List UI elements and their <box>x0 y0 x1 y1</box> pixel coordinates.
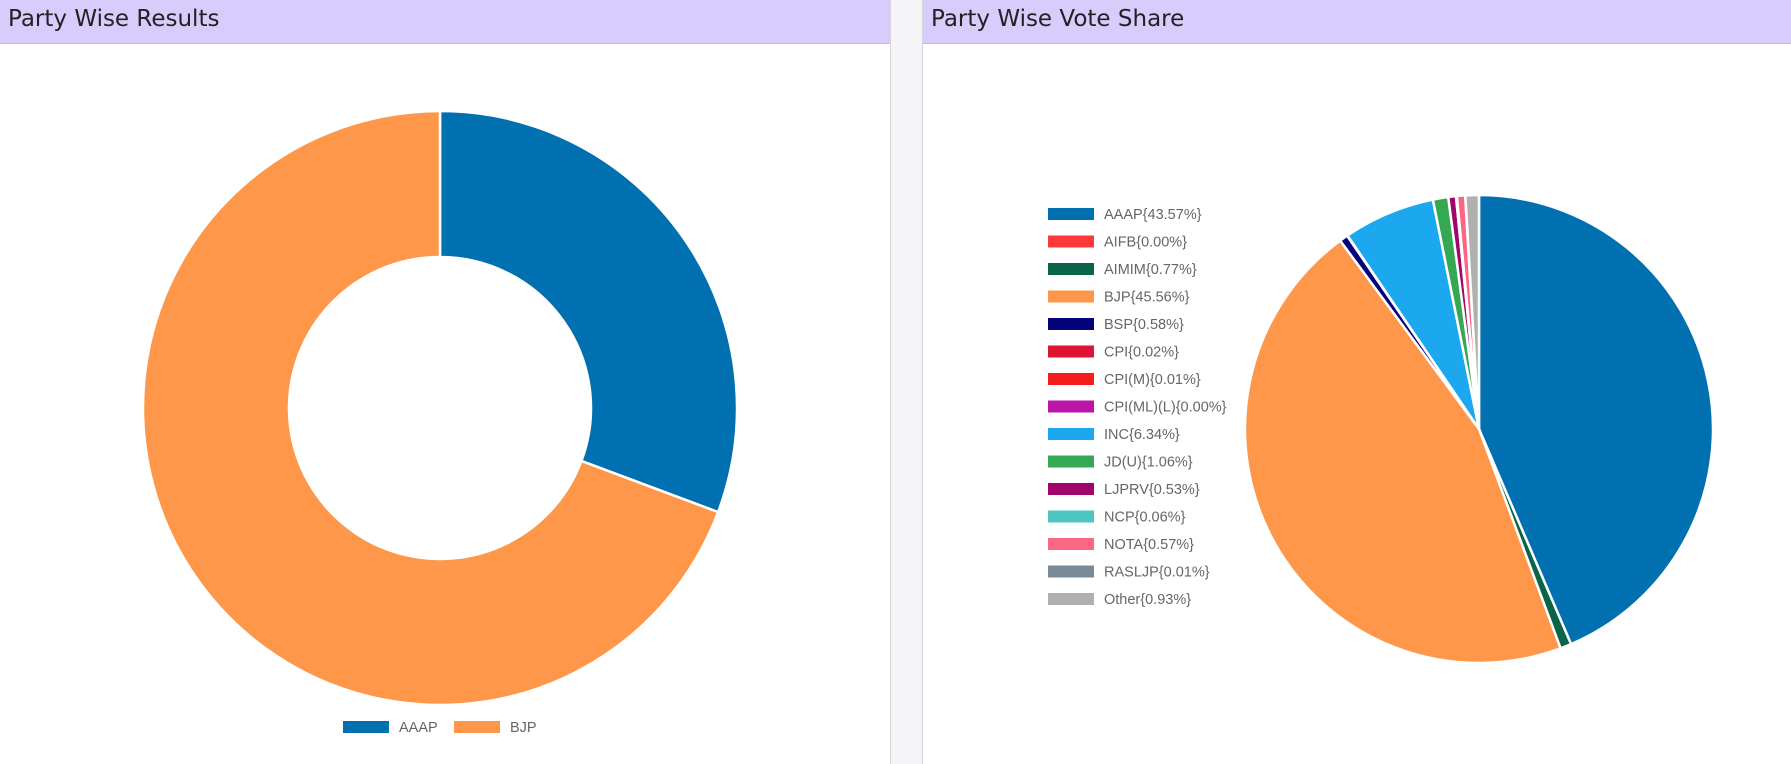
legend-swatch <box>1048 593 1094 605</box>
legend-label: AAAP <box>399 720 438 736</box>
legend-item-nota[interactable]: NOTA{0.57%} <box>1048 537 1194 553</box>
slice-bjp[interactable] <box>141 109 720 707</box>
legend-item-bjp[interactable]: BJP{45.56%} <box>1048 290 1190 306</box>
legend-item-ljprv[interactable]: LJPRV{0.53%} <box>1048 482 1200 498</box>
legend-item-rasljp[interactable]: RASLJP{0.01%} <box>1048 565 1210 581</box>
vote-share-panel: Party Wise Vote Share AAAP{43.57%} AIFB{0… <box>922 0 1791 764</box>
legend-label: CPI(ML)(L){0.00%} <box>1104 400 1227 416</box>
legend-swatch <box>454 721 500 733</box>
legend-swatch <box>1048 373 1094 385</box>
vote-share-panel-title: Party Wise Vote Share <box>923 0 1791 44</box>
legend-label: Other{0.93%} <box>1104 592 1191 608</box>
vote-share-pie-chart: AAAP{43.57%} AIFB{0.00%} AIMIM{0.77%} BJP{4… <box>1048 193 1715 665</box>
legend-swatch <box>1048 400 1094 413</box>
legend-swatch <box>1048 345 1094 358</box>
legend-swatch <box>1048 290 1094 303</box>
legend-swatch <box>1048 538 1094 550</box>
results-panel: Party Wise Results AAAP BJP <box>0 0 891 764</box>
legend-label: AAAP{43.57%} <box>1104 207 1202 223</box>
legend-item-bsp[interactable]: BSP{0.58%} <box>1048 317 1184 333</box>
legend-label: BJP <box>510 720 537 736</box>
legend-swatch <box>1048 208 1094 220</box>
legend-item-ncp[interactable]: NCP{0.06%} <box>1048 510 1186 526</box>
legend-item-cpi[interactable]: CPI{0.02%} <box>1048 345 1179 361</box>
legend-swatch <box>1048 455 1094 468</box>
slice-aaap[interactable] <box>438 109 739 514</box>
legend-item-aimim[interactable]: AIMIM{0.77%} <box>1048 262 1197 278</box>
legend-label: RASLJP{0.01%} <box>1104 565 1210 581</box>
legend-label: BSP{0.58%} <box>1104 317 1184 333</box>
legend-label: BJP{45.56%} <box>1104 290 1190 306</box>
legend-item-aifb[interactable]: AIFB{0.00%} <box>1048 235 1187 251</box>
legend-swatch <box>1048 428 1094 440</box>
legend-label: JD(U){1.06%} <box>1104 455 1193 471</box>
legend-swatch <box>1048 235 1094 248</box>
results-panel-title: Party Wise Results <box>0 0 890 44</box>
legend-label: AIMIM{0.77%} <box>1104 262 1197 278</box>
legend-swatch <box>1048 483 1094 495</box>
legend-label: INC{6.34%} <box>1104 427 1180 443</box>
slice-bjp[interactable] <box>1243 238 1563 665</box>
legend-item-jd-u[interactable]: JD(U){1.06%} <box>1048 455 1193 471</box>
slice-other[interactable] <box>1464 193 1481 430</box>
legend-swatch <box>1048 510 1094 523</box>
legend-label: NCP{0.06%} <box>1104 510 1186 526</box>
legend-label: CPI{0.02%} <box>1104 345 1179 361</box>
legend-item-cpi-ml-l[interactable]: CPI(ML)(L){0.00%} <box>1048 400 1227 416</box>
legend-item-aaap[interactable]: AAAP <box>343 720 438 736</box>
slice-aaap[interactable] <box>1477 193 1715 646</box>
legend-item-cpi-m[interactable]: CPI(M){0.01%} <box>1048 372 1201 388</box>
legend-item-aaap[interactable]: AAAP{43.57%} <box>1048 207 1202 223</box>
results-doughnut-chart: AAAP BJP <box>141 109 739 736</box>
legend-swatch <box>1048 318 1094 330</box>
legend-item-inc[interactable]: INC{6.34%} <box>1048 427 1180 443</box>
legend-item-bjp[interactable]: BJP <box>454 720 537 736</box>
legend-swatch <box>1048 263 1094 275</box>
legend-label: NOTA{0.57%} <box>1104 537 1194 553</box>
legend-swatch <box>1048 565 1094 578</box>
legend-item-other[interactable]: Other{0.93%} <box>1048 592 1191 608</box>
legend-swatch <box>343 721 389 733</box>
legend-label: AIFB{0.00%} <box>1104 235 1187 251</box>
legend-label: LJPRV{0.53%} <box>1104 482 1200 498</box>
legend-label: CPI(M){0.01%} <box>1104 372 1201 388</box>
